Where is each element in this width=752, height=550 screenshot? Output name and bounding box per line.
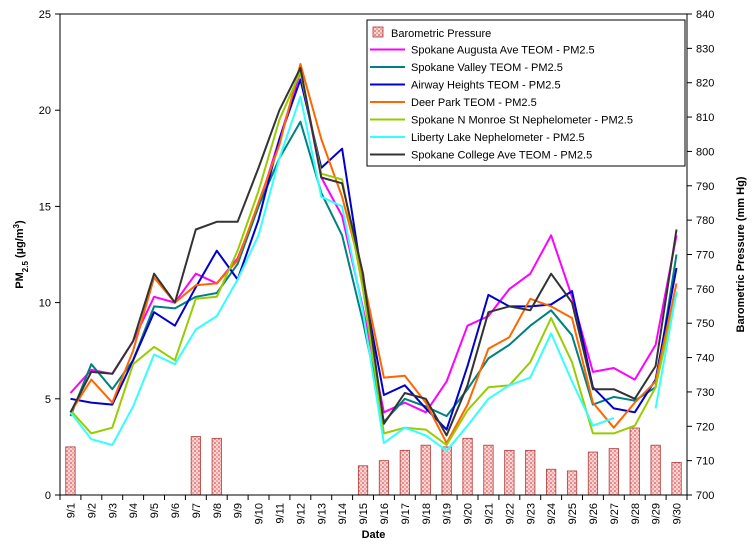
- x-tick-label: 9/7: [191, 503, 203, 518]
- legend-label-pressure: Barometric Pressure: [391, 28, 491, 40]
- pressure-bar: [504, 449, 515, 496]
- pressure-bar: [211, 437, 222, 496]
- pressure-bar: [566, 470, 578, 496]
- y2-tick-label: 740: [696, 353, 714, 365]
- pressure-bar: [65, 446, 76, 496]
- y2-tick-label: 720: [696, 421, 714, 433]
- y2-tick-label: 800: [696, 146, 714, 158]
- x-tick-label: 9/29: [651, 503, 663, 524]
- legend-label-series-2: Spokane Valley TEOM - PM2.5: [411, 62, 563, 74]
- series-line-5: [69, 70, 678, 446]
- y-tick-label: 0: [45, 490, 51, 502]
- y-axis-title: PM2.5 (µg/m3): [12, 220, 30, 289]
- y2-tick-label: 830: [696, 43, 714, 55]
- pressure-bar: [483, 444, 494, 496]
- axes-layer: 0 5 10 15 20 25 700 710 720 730 740 750 760 770 780 790…: [39, 9, 715, 524]
- y2-tick-label: 710: [696, 456, 714, 468]
- x-tick-label: 9/28: [630, 503, 642, 524]
- y-axis-title-unit: (µg/m: [14, 228, 26, 261]
- pressure-bar: [608, 448, 619, 496]
- x-tick-label: 9/10: [254, 503, 266, 524]
- x-tick-label: 9/17: [400, 503, 412, 524]
- x-tick-label: 9/20: [463, 503, 475, 524]
- legend-swatch-pressure: [372, 26, 384, 38]
- x-tick-label: 9/2: [86, 503, 98, 518]
- x-tick-label: 9/14: [337, 503, 349, 524]
- legend-label-series-4: Deer Park TEOM - PM2.5: [411, 97, 537, 109]
- pressure-bar: [629, 427, 640, 496]
- x-tick-label: 9/5: [149, 503, 161, 518]
- y-axis-title-sub: 2.5: [21, 261, 30, 273]
- legend: Barometric Pressure Spokane Augusta Ave T…: [366, 19, 686, 167]
- x-tick-label: 9/25: [567, 503, 579, 524]
- series-line-6: [69, 95, 678, 452]
- pressure-bar: [441, 446, 452, 496]
- pressure-bar: [587, 451, 599, 496]
- y2-tick-label: 700: [696, 490, 714, 502]
- y-axis-title-sup: 3: [12, 223, 21, 228]
- pressure-bar: [546, 468, 557, 496]
- x-tick-label: 9/19: [442, 503, 454, 524]
- y-tick-label: 5: [45, 394, 51, 406]
- legend-label-series-6: Liberty Lake Nephelometer - PM2.5: [411, 132, 585, 144]
- x-tick-label: 9/16: [379, 503, 391, 524]
- x-axis-title: Date: [362, 529, 386, 541]
- y2-tick-label: 840: [696, 9, 714, 21]
- series-line-3: [70, 78, 678, 431]
- bars-layer: [65, 427, 682, 496]
- pressure-bar: [525, 449, 536, 496]
- pressure-bar: [462, 437, 473, 496]
- pressure-bar: [650, 444, 661, 496]
- y2-tick-label: 820: [696, 78, 714, 90]
- x-tick-label: 9/18: [421, 503, 433, 524]
- x-tick-label: 9/13: [316, 503, 328, 524]
- x-tick-label: 9/1: [65, 503, 77, 518]
- y-tick-label: 25: [39, 9, 51, 21]
- x-tick-label: 9/3: [107, 503, 119, 518]
- pressure-bar: [671, 461, 682, 496]
- x-tick-label: 9/22: [504, 503, 516, 524]
- y2-tick-label: 760: [696, 284, 714, 296]
- pressure-bar: [399, 449, 410, 496]
- x-tick-label: 9/26: [588, 503, 600, 524]
- legend-label-series-3: Airway Heights TEOM - PM2.5: [411, 80, 561, 92]
- x-tick-label: 9/23: [525, 503, 537, 524]
- x-tick-label: 9/12: [295, 503, 307, 524]
- y2-tick-label: 770: [696, 250, 714, 262]
- x-tick-label: 9/15: [358, 503, 370, 524]
- x-tick-label: 9/8: [212, 503, 224, 518]
- y2-tick-label: 780: [696, 215, 714, 227]
- x-tick-label: 9/4: [128, 503, 140, 518]
- x-tick-label: 9/6: [170, 503, 182, 518]
- lines-layer: [69, 63, 678, 452]
- pressure-bar: [420, 444, 431, 496]
- legend-label-series-7: Spokane College Ave TEOM - PM2.5: [411, 150, 592, 162]
- legend-box: [366, 19, 686, 167]
- x-tick-label: 9/30: [672, 503, 684, 524]
- pressure-bar: [357, 465, 369, 496]
- series-line-7: [69, 66, 678, 437]
- y2-axis-title: Barometric Pressure (mm Hg): [735, 176, 747, 332]
- y-axis-title-main: PM: [14, 272, 26, 289]
- x-tick-label: 9/9: [233, 503, 245, 518]
- x-tick-label: 9/11: [274, 503, 286, 524]
- legend-label-series-1: Spokane Augusta Ave TEOM - PM2.5: [411, 45, 595, 57]
- pressure-bar: [378, 460, 390, 496]
- y2-tick-label: 750: [696, 318, 714, 330]
- y-axis-title-close: ): [14, 220, 26, 224]
- x-tick-label: 9/24: [546, 503, 558, 524]
- y-tick-label: 15: [39, 201, 51, 213]
- legend-label-series-5: Spokane N Monroe St Nephelometer - PM2.5: [411, 115, 633, 127]
- y2-tick-label: 810: [696, 112, 714, 124]
- y-tick-label: 10: [39, 298, 51, 310]
- x-tick-label: 9/21: [483, 503, 495, 524]
- y2-tick-label: 730: [696, 387, 714, 399]
- y-tick-label: 20: [39, 105, 51, 117]
- pressure-bar: [190, 436, 201, 496]
- x-tick-label: 9/27: [609, 503, 621, 524]
- y2-tick-label: 790: [696, 181, 714, 193]
